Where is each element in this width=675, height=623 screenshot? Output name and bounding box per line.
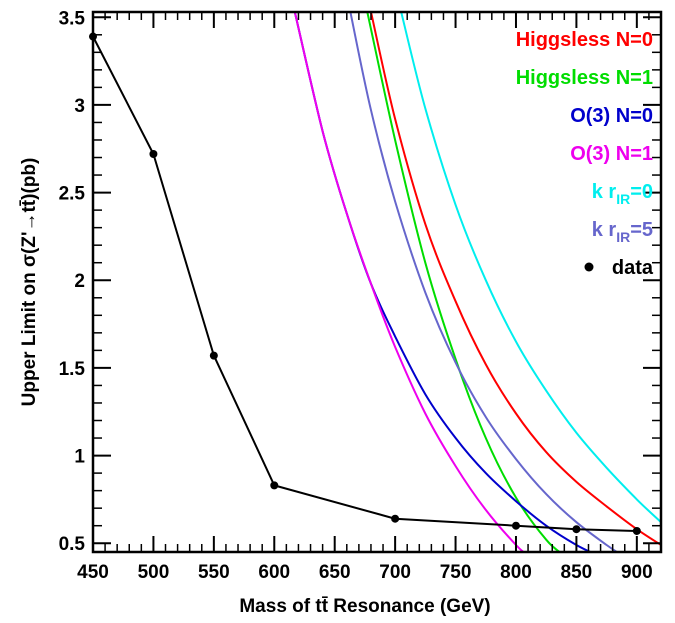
- series-line-5: [349, 12, 619, 552]
- data-point-7: [632, 526, 641, 535]
- y-tick-label-5: 3: [74, 96, 85, 117]
- legend-data-marker: [584, 262, 594, 272]
- data-point-6: [572, 525, 581, 534]
- series-line-4: [400, 12, 661, 523]
- data-point-3: [270, 481, 279, 490]
- x-tick-label-4: 650: [319, 562, 351, 583]
- data-point-5: [511, 521, 520, 530]
- x-tick-label-2: 550: [198, 562, 230, 583]
- y-tick-label-3: 2: [74, 271, 85, 292]
- series-line-3: [293, 12, 525, 552]
- y-axis-label: Upper Limit on σ(Z'→tt̄)(pb): [19, 158, 40, 407]
- data-layer: [89, 32, 641, 535]
- plot-frame: [91, 10, 663, 554]
- data-point-1: [149, 150, 158, 159]
- x-tick-label-3: 600: [258, 562, 290, 583]
- curves-layer: [293, 12, 661, 552]
- x-tick-label-1: 500: [138, 562, 170, 583]
- y-tick-label-6: 3.5: [59, 8, 86, 29]
- data-line: [92, 36, 637, 532]
- x-tick-label-8: 850: [561, 562, 593, 583]
- x-tick-label-6: 750: [440, 562, 472, 583]
- data-point-4: [391, 514, 400, 523]
- legend-entry-3: O(3) N=1: [570, 143, 653, 165]
- x-tick-label-0: 450: [77, 562, 109, 583]
- x-tick-label-5: 700: [379, 562, 411, 583]
- x-tick-label-7: 800: [500, 562, 532, 583]
- y-tick-label-2: 1.5: [59, 359, 86, 380]
- series-line-0: [370, 12, 661, 546]
- legend-entry-data: data: [612, 257, 654, 279]
- ticks-layer: 450 500 550 600 650 700 750 800 850 900 0.5 1 1.5 2 2.…: [59, 8, 661, 583]
- legend-entry-0: Higgsless N=0: [516, 29, 653, 51]
- legend-entry-2: O(3) N=0: [570, 105, 653, 127]
- legend-entry-4: k rIR=0: [592, 181, 653, 207]
- y-tick-label-0: 0.5: [59, 534, 86, 555]
- x-tick-label-9: 900: [621, 562, 653, 583]
- y-tick-label-4: 2.5: [59, 184, 86, 205]
- legend: Higgsless N=0 Higgsless N=1 O(3) N=0 O(3) N…: [516, 29, 654, 279]
- y-tick-label-1: 1: [74, 447, 85, 468]
- data-point-2: [209, 351, 218, 360]
- legend-entry-5: k rIR=5: [592, 219, 653, 245]
- x-axis-label: Mass of tt̄ Resonance (GeV): [239, 596, 490, 617]
- legend-entry-1: Higgsless N=1: [516, 67, 653, 89]
